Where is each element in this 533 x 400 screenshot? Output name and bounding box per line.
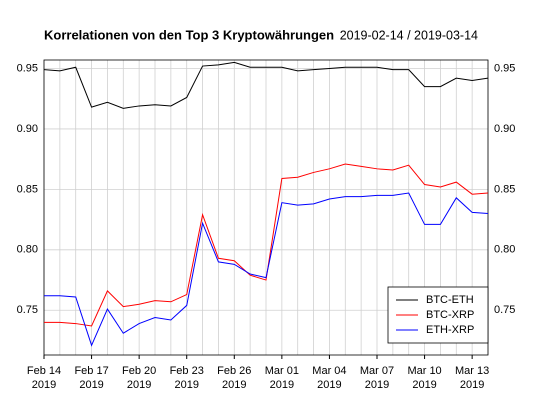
y2-tick-label: 0.80 <box>494 244 515 256</box>
x-tick-label: 2019 <box>32 379 56 391</box>
y-tick-label: 0.90 <box>17 123 38 135</box>
y-tick-label: 0.80 <box>17 244 38 256</box>
legend-label: ETH-XRP <box>426 324 474 336</box>
chart-title: Korrelationen von den Top 3 Kryptowährun… <box>44 27 334 42</box>
x-tick-label: 2019 <box>365 379 389 391</box>
y2-tick-label: 0.75 <box>494 304 515 316</box>
x-tick-label: Feb 17 <box>74 365 108 377</box>
x-tick-label: Feb 20 <box>122 365 156 377</box>
x-tick-label: 2019 <box>222 379 246 391</box>
x-tick-label: 2019 <box>79 379 103 391</box>
y2-tick-label: 0.85 <box>494 183 515 195</box>
x-tick-label: 2019 <box>270 379 294 391</box>
y-tick-label: 0.95 <box>17 62 38 74</box>
x-tick-label: 2019 <box>174 379 198 391</box>
legend-label: BTC-ETH <box>426 294 474 306</box>
chart-subtitle: 2019-02-14 / 2019-03-14 <box>340 28 478 42</box>
x-tick-label: Mar 07 <box>360 365 394 377</box>
plot-frame <box>43 59 489 356</box>
series-line <box>44 163 489 327</box>
x-tick-label: 2019 <box>317 379 341 391</box>
x-tick-label: 2019 <box>127 379 151 391</box>
x-tick-label: 2019 <box>412 379 436 391</box>
x-tick-label: Mar 13 <box>455 365 489 377</box>
x-tick-label: Mar 04 <box>312 365 346 377</box>
x-tick-label: Mar 01 <box>265 365 299 377</box>
y2-tick-label: 0.95 <box>494 62 515 74</box>
y-tick-label: 0.75 <box>17 304 38 316</box>
series-line <box>44 192 489 347</box>
series-line <box>43 61 489 109</box>
x-tick-label: Feb 23 <box>170 365 204 377</box>
x-tick-label: Feb 14 <box>27 365 61 377</box>
x-tick-label: 2019 <box>460 379 484 391</box>
y-tick-label: 0.85 <box>17 183 38 195</box>
x-tick-label: Feb 26 <box>217 365 251 377</box>
y2-tick-label: 0.90 <box>494 123 515 135</box>
x-tick-label: Mar 10 <box>407 365 441 377</box>
legend-label: BTC-XRP <box>426 309 474 321</box>
